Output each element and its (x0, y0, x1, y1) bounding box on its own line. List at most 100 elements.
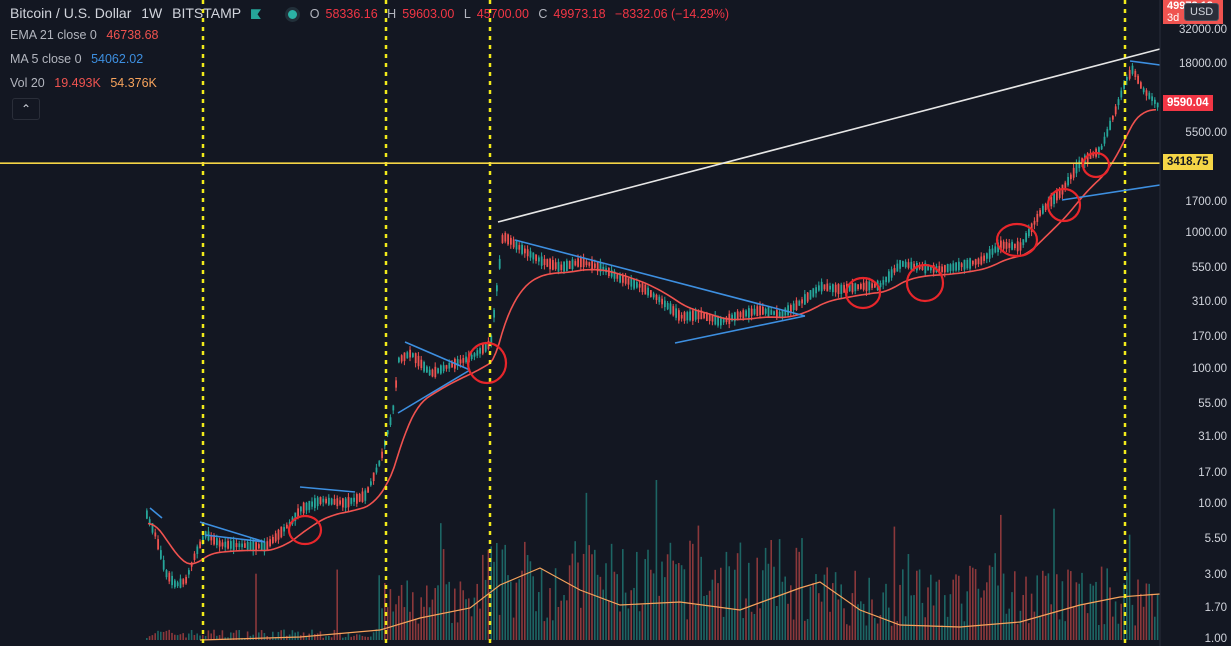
candle-body (666, 302, 669, 310)
candle-body (414, 353, 417, 364)
volume-bar (832, 583, 834, 640)
currency-button[interactable]: USD (1184, 3, 1220, 21)
volume-bar (451, 622, 453, 640)
volume-bar (476, 583, 478, 640)
volume-bar (596, 574, 599, 640)
volume-bar (815, 574, 817, 640)
candle-body (980, 256, 983, 265)
candle-body (759, 305, 761, 316)
volume-bar (316, 633, 319, 640)
volume-bar (333, 629, 336, 640)
volume-bar (1095, 581, 1097, 640)
volume-bar (577, 562, 579, 640)
volume-bar (1016, 624, 1019, 640)
volume-bar (1064, 621, 1066, 640)
volume-bar (924, 617, 926, 640)
volume-bar (731, 609, 733, 640)
volume-bar (913, 595, 915, 640)
candle-body (526, 249, 529, 257)
y-tick-label: 18000.00 (1179, 57, 1227, 70)
volume-bar (216, 635, 218, 640)
volume-bar (918, 569, 921, 640)
volume-bar (1148, 583, 1150, 640)
volume-bar (935, 581, 938, 640)
ma-legend[interactable]: MA 5 close 0 54062.02 (10, 52, 143, 66)
highlight-circle (1081, 151, 1111, 179)
candle-body (409, 349, 411, 358)
volume-bar (608, 600, 610, 640)
market-status-icon (284, 6, 300, 22)
candle-body (566, 260, 568, 272)
candle-body (616, 274, 619, 279)
volume-bar (672, 560, 674, 640)
candle-body (507, 234, 509, 245)
volume-bar (1137, 579, 1139, 640)
candle-body (462, 358, 465, 363)
volume-bar (1100, 566, 1103, 640)
candle-body (235, 543, 238, 548)
volume-bar (1072, 606, 1075, 640)
volume-bar (944, 595, 946, 640)
volume-bar (557, 607, 560, 640)
candle-body (255, 542, 257, 551)
candle-body (263, 541, 266, 552)
volume-bar (739, 542, 742, 640)
candle-body (776, 309, 778, 318)
candle-body (1128, 69, 1131, 79)
candle-body (521, 244, 523, 254)
volume-bar (728, 566, 730, 640)
candle-body (865, 281, 868, 292)
candle-body (619, 273, 621, 283)
volume-bar (801, 538, 803, 640)
pattern-trendline (397, 369, 471, 414)
volume-bar (820, 601, 823, 640)
candle-body (767, 307, 770, 317)
candle-body (484, 342, 487, 352)
candle-body (1016, 241, 1019, 252)
volume-bar (1011, 592, 1013, 640)
volume-bar (294, 632, 296, 640)
candle-body (1030, 223, 1033, 232)
volume-bar (605, 563, 607, 640)
volume-bar (504, 544, 506, 640)
interval-label[interactable]: 1W (141, 5, 163, 21)
candle-body (918, 265, 921, 269)
volume-bar (840, 584, 842, 640)
volume-bar (1058, 619, 1061, 640)
candle-body (367, 487, 369, 493)
candle-body (734, 312, 736, 322)
volume-bar (624, 592, 627, 640)
volume-bar (160, 631, 162, 640)
candle-body (913, 263, 915, 269)
collapse-legend-button[interactable]: ⌃ (12, 98, 40, 120)
volume-bar (1103, 624, 1106, 640)
candle-body (1120, 90, 1123, 98)
candle-body (658, 296, 661, 303)
volume-bar (154, 633, 156, 640)
candle-body (888, 271, 890, 282)
volume-bar (930, 574, 932, 640)
candle-body (482, 344, 484, 354)
candle-body (328, 497, 330, 505)
volume-legend[interactable]: Vol 20 19.493K 54.376K (10, 76, 157, 90)
candle-body (518, 245, 521, 250)
candle-body (1058, 188, 1061, 198)
ema-legend[interactable]: EMA 21 close 0 46738.68 (10, 28, 158, 42)
volume-bar (1067, 569, 1069, 640)
ema-line (147, 108, 1157, 565)
volume-bar (986, 582, 988, 640)
candle-body (843, 285, 845, 293)
candlesticks (146, 63, 1159, 589)
volume-bar (697, 525, 700, 640)
price-axis[interactable]: 32000.00 18000.00 5500.00 1700.00 1000.00 550… (1160, 0, 1231, 646)
candle-body (722, 318, 725, 323)
volume-bar (417, 623, 420, 640)
candle-body (501, 235, 504, 243)
volume-bar (1117, 623, 1120, 640)
y-tick-label: 170.00 (1191, 331, 1227, 344)
candle-body (1148, 92, 1151, 99)
volume-bar (274, 637, 277, 640)
volume-bar (717, 583, 719, 640)
candle-body (739, 312, 742, 318)
